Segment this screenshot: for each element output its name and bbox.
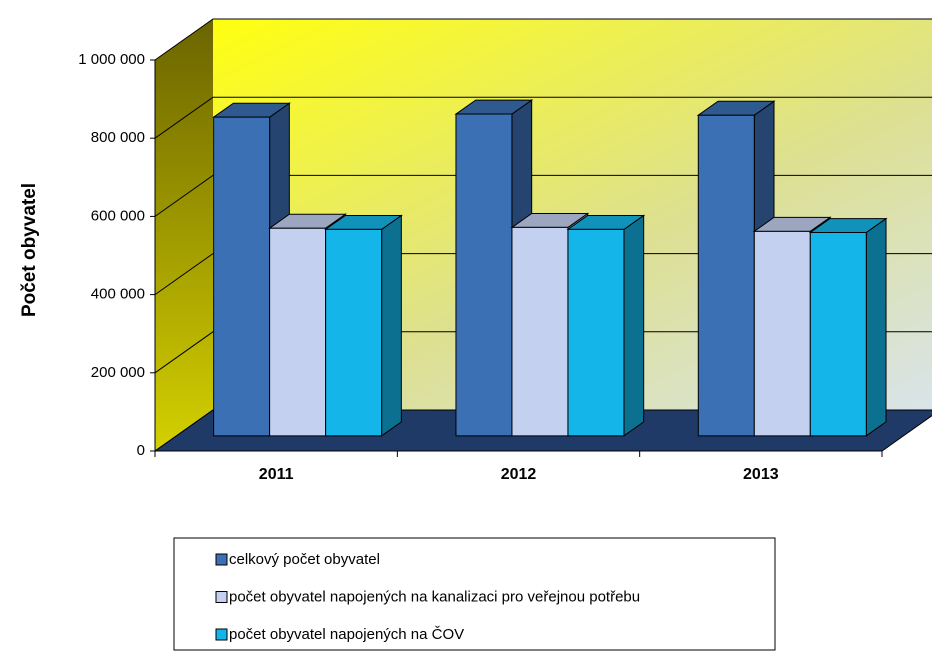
bar	[324, 214, 403, 437]
y-tick-label: 200 000	[91, 364, 145, 381]
legend-swatch	[215, 628, 228, 641]
y-axis-label: Počet obyvatel	[19, 183, 40, 317]
x-tick-label: 2012	[501, 466, 537, 483]
grid-line	[154, 18, 932, 61]
bar-front	[753, 230, 811, 437]
y-tick-label: 800 000	[91, 129, 145, 146]
y-tick-label: 400 000	[91, 286, 145, 303]
y-tick-label: 600 000	[91, 207, 145, 224]
bar-side	[865, 217, 887, 437]
bar-front	[697, 114, 755, 437]
bar-front	[455, 113, 513, 437]
bar-side	[623, 214, 645, 437]
legend	[173, 537, 776, 651]
y-tick-label: 1 000 000	[78, 51, 145, 68]
bar	[808, 217, 888, 437]
bar-front	[213, 116, 271, 437]
legend-entries: celkový počet obyvatel počet obyvatel nap…	[215, 551, 640, 643]
bar-front	[511, 226, 569, 437]
bar-side	[381, 214, 402, 437]
x-tick-label: 2013	[743, 466, 779, 483]
bar-front	[567, 228, 625, 437]
x-tick-label: 2011	[259, 466, 294, 483]
legend-swatch	[215, 591, 228, 603]
side-wall	[155, 19, 213, 451]
grid-line	[154, 96, 932, 139]
bar	[566, 214, 646, 437]
bar-front	[325, 228, 383, 437]
legend-label: počet obyvatel napojených na ČOV	[229, 626, 464, 643]
legend-label: celkový počet obyvatel	[229, 551, 380, 568]
y-tick-label: 0	[137, 442, 145, 459]
plot-area	[150, 18, 932, 457]
legend-swatch	[215, 553, 228, 566]
legend-label: počet obyvatel napojených na kanalizaci …	[229, 588, 640, 605]
bar-front	[269, 227, 327, 437]
bar-front	[809, 232, 867, 437]
